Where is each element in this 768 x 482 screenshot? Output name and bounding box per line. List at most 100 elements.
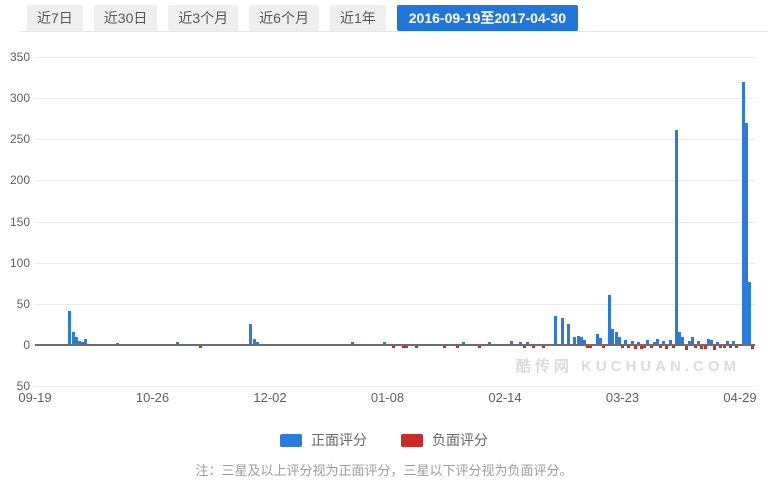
bar-positive: [525, 341, 529, 344]
bar-positive: [487, 341, 491, 344]
bar-positive: [71, 331, 75, 344]
bar-negative: [643, 346, 647, 349]
y-axis-label: 150: [9, 214, 30, 229]
bar-positive: [636, 341, 640, 344]
bar-negative: [414, 346, 418, 348]
bar-negative: [633, 346, 637, 350]
x-axis-label: 12-02: [253, 390, 287, 405]
bar-positive: [617, 337, 621, 344]
bar-positive: [678, 331, 682, 344]
bar-positive: [74, 337, 78, 344]
chart-canvas: 350 300 250 200 150 100 50 0 50 09-19 10-26 12-02 01…: [0, 40, 768, 420]
gridline-200: [35, 180, 755, 182]
gridline-50: [35, 303, 755, 305]
bar-positive: [519, 341, 523, 344]
bar-negative: [478, 346, 482, 348]
bar-positive: [716, 341, 720, 344]
gridline-250: [35, 139, 755, 141]
ratings-trend-chart: 350 300 250 200 150 100 50 0 50 09-19 10-26 12-02 01…: [0, 40, 768, 420]
bar-positive: [652, 341, 656, 344]
y-axis-label: 100: [9, 255, 30, 270]
bar-positive: [732, 340, 736, 344]
y-axis-label: 50: [16, 379, 30, 394]
gridline--50: [35, 386, 755, 388]
tab-filter-5[interactable]: 近1年: [329, 5, 386, 31]
bar-negative: [586, 346, 590, 349]
bar-positive: [630, 340, 634, 344]
bar-positive: [687, 340, 691, 344]
chart-legend: 正面评分 负面评分: [0, 430, 768, 450]
bar-positive: [709, 339, 713, 344]
bar-negative: [541, 346, 545, 349]
bar-positive: [576, 335, 580, 344]
bar-positive: [554, 316, 558, 344]
legend-item-positive: 正面评分: [280, 430, 367, 450]
positive-legend-label: 正面评分: [311, 432, 367, 448]
x-axis-label: 10-26: [135, 390, 170, 405]
bar-positive: [176, 342, 180, 344]
gridline-350: [35, 57, 755, 58]
bar-positive: [249, 324, 253, 344]
bar-positive: [560, 318, 564, 344]
bar-negative: [401, 346, 405, 349]
bar-negative: [684, 346, 688, 351]
bar-negative: [198, 346, 202, 349]
bar-positive: [646, 339, 650, 344]
tab-filter-2[interactable]: 近30日: [93, 5, 158, 31]
bar-positive: [744, 123, 748, 344]
x-axis-label: 01-08: [370, 390, 405, 405]
bar-positive: [462, 341, 466, 344]
bar-positive: [582, 339, 586, 344]
bar-negative: [392, 346, 396, 348]
tab-filter-3[interactable]: 近3个月: [168, 5, 239, 31]
bar-negative: [694, 346, 698, 349]
date-range-tabbar: 近7日 近30日 近3个月 近6个月 近1年 2016-09-19至2017-04-30: [0, 0, 768, 32]
gridline-150: [35, 221, 755, 223]
bar-negative: [751, 346, 755, 350]
bar-positive: [77, 340, 81, 344]
bar-positive: [624, 339, 628, 344]
bar-positive: [81, 341, 85, 344]
bar-negative: [589, 346, 593, 348]
y-axis-label: 300: [9, 91, 30, 106]
tab-filter-4[interactable]: 近6个月: [249, 5, 319, 31]
kuchuan-watermark: 酷传网 KUCHUAN.COM: [515, 358, 740, 375]
x-axis-line: [35, 344, 755, 346]
bar-negative: [703, 346, 707, 350]
y-axis-label: 200: [9, 173, 30, 188]
bar-negative: [722, 346, 726, 349]
y-axis-label: 250: [9, 132, 30, 147]
bar-negative: [443, 346, 447, 348]
rating-rule-note: 注：三星及以上评分视为正面评分，三星以下评分视为负面评分。: [195, 463, 573, 478]
tabbar-divider: [20, 31, 768, 32]
bar-positive: [697, 340, 701, 344]
bar-negative: [700, 346, 704, 350]
bar-negative: [659, 346, 663, 349]
negative-color-swatch: [401, 433, 423, 447]
bar-negative: [640, 346, 644, 350]
bar-positive: [351, 341, 355, 344]
bar-negative: [532, 346, 536, 349]
bar-positive: [662, 340, 666, 344]
y-axis-label: 50: [16, 296, 30, 311]
bar-negative: [627, 346, 631, 348]
tab-custom-date-range[interactable]: 2016-09-19至2017-04-30: [396, 5, 578, 31]
bar-positive: [595, 334, 599, 344]
x-axis-label: 02-14: [488, 390, 522, 405]
bar-positive: [567, 324, 570, 344]
bar-positive: [579, 337, 583, 344]
bar-negative: [522, 346, 526, 348]
positive-color-swatch: [280, 433, 302, 447]
bar-positive: [255, 341, 259, 344]
gridline-300: [35, 98, 755, 100]
y-axis-label: 350: [9, 50, 30, 64]
bar-positive: [84, 339, 88, 344]
tab-filter-1[interactable]: 近7日: [27, 5, 83, 31]
bar-negative: [621, 346, 624, 349]
bar-negative: [728, 346, 732, 349]
bar-negative: [719, 346, 723, 349]
negative-legend-label: 负面评分: [432, 432, 488, 448]
x-axis-label: 09-19: [18, 390, 52, 405]
bar-positive: [598, 338, 602, 344]
bar-positive: [706, 339, 710, 344]
